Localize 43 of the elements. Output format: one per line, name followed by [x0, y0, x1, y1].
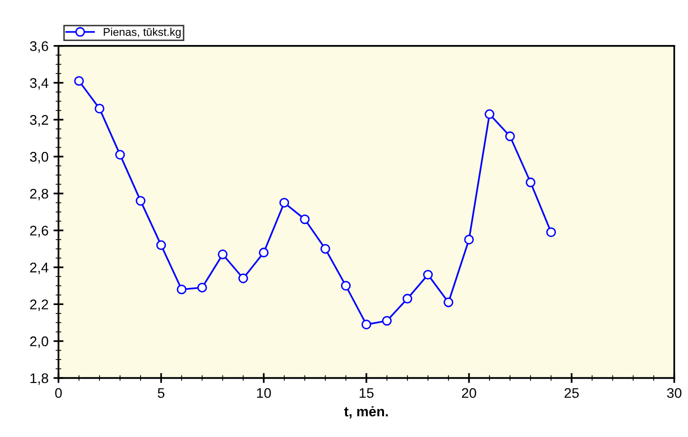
- point: [423, 270, 433, 280]
- point: [340, 280, 351, 291]
- point: [362, 320, 372, 330]
- y-tick-label: 2,0: [30, 336, 48, 348]
- point: [382, 316, 392, 326]
- y-tick-label: 3,0: [30, 152, 48, 164]
- y-tick-label: 2,6: [30, 226, 48, 238]
- y-tick-label: 1,8: [30, 373, 48, 385]
- point: [320, 244, 330, 254]
- point: [279, 198, 290, 208]
- point: [197, 282, 208, 292]
- point: [218, 250, 228, 260]
- y-tick-label: 3,4: [30, 78, 48, 90]
- x-tick-label: 25: [564, 388, 579, 398]
- point: [444, 297, 454, 308]
- point: [238, 274, 248, 284]
- point: [402, 294, 412, 304]
- y-tick-label: 2,8: [30, 188, 48, 200]
- point: [526, 178, 536, 188]
- x-tick-label: 15: [360, 388, 374, 398]
- point: [258, 248, 269, 258]
- x-tick-label: 5: [158, 388, 164, 398]
- y-tick-label: 3,2: [30, 115, 48, 126]
- point: [94, 104, 104, 114]
- point: [505, 131, 515, 142]
- point: [300, 214, 310, 224]
- point: [156, 240, 166, 250]
- x-tick-label: 0: [55, 388, 62, 398]
- x-tick-label: 10: [257, 388, 271, 398]
- y-tick-label: 2,4: [30, 262, 48, 274]
- x-tick-label: 30: [667, 388, 682, 398]
- point: [115, 150, 125, 160]
- point: [176, 284, 186, 294]
- point: [136, 196, 146, 206]
- point: [74, 76, 84, 86]
- point: [464, 234, 474, 244]
- y-tick-label: 2,2: [30, 300, 48, 312]
- point: [546, 227, 556, 238]
- x-tick-label: 20: [462, 388, 476, 398]
- y-tick-label: 3,6: [30, 41, 48, 53]
- legend-label: Pienas, tūkst.kg: [104, 28, 181, 38]
- x-axis-title: t, mėn.: [344, 406, 388, 418]
- point: [484, 109, 494, 120]
